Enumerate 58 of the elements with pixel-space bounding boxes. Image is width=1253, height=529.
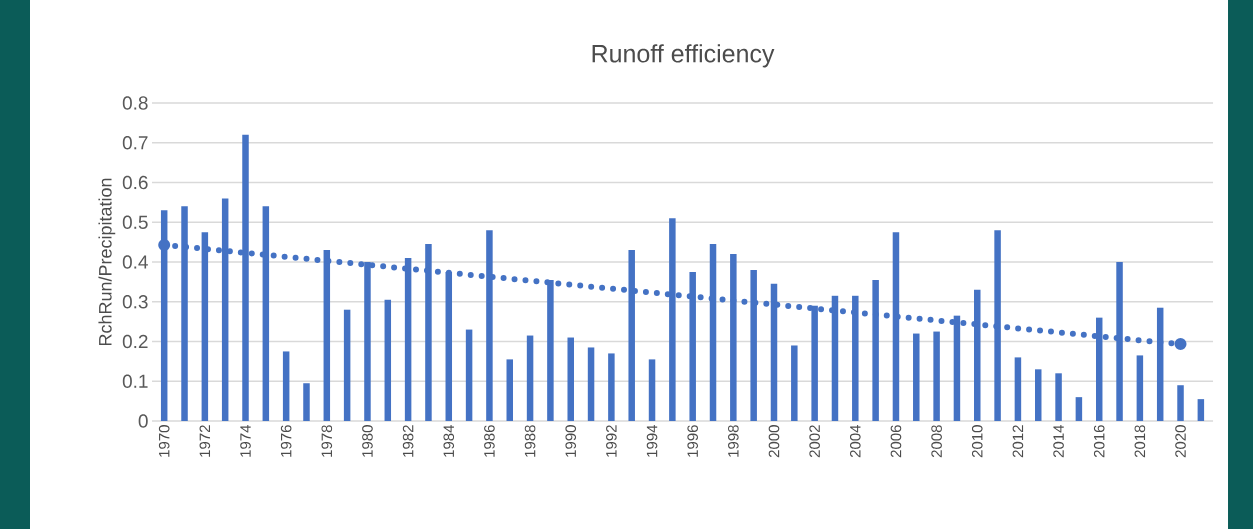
bar — [791, 345, 798, 421]
x-tick-label: 2016 — [1093, 425, 1105, 458]
bar — [303, 383, 310, 421]
chart-title: Runoff efficiency — [592, 44, 775, 68]
y-tick-label: 0.5 — [122, 215, 148, 229]
y-tick-label: 0.4 — [122, 255, 148, 269]
x-tick-label: 1976 — [280, 425, 292, 457]
bar — [506, 359, 513, 421]
bar — [587, 347, 595, 421]
bar — [608, 353, 615, 421]
y-tick-label: 0.2 — [122, 334, 148, 349]
bar — [465, 329, 473, 421]
bar — [384, 299, 392, 421]
y-tick-label: 0.8 — [122, 96, 148, 110]
x-tick-label: 1986 — [484, 425, 495, 457]
x-tick-label: 2008 — [931, 425, 942, 458]
bar — [933, 331, 940, 421]
x-tick-label: 1994 — [646, 424, 658, 457]
bar — [1034, 369, 1042, 421]
y-tick-label: 0.7 — [122, 136, 148, 150]
bar — [1197, 399, 1205, 421]
x-tick-label: 1980 — [362, 425, 373, 457]
x-tick-label: 2020 — [1175, 425, 1186, 458]
x-tick-label: 1972 — [199, 425, 211, 457]
bar — [1136, 355, 1144, 421]
x-tick-label: 1982 — [402, 425, 414, 457]
x-tick-label: 1978 — [321, 425, 333, 457]
bar — [913, 333, 920, 421]
x-tick-label: 2006 — [890, 425, 902, 458]
bar — [567, 337, 574, 421]
y-axis-title: RchRun/Precipitation — [98, 178, 116, 346]
x-tick-label: 2012 — [1012, 425, 1024, 458]
x-tick-label: 1992 — [606, 425, 617, 457]
x-tick-label: 1974 — [240, 424, 251, 457]
x-tick-label: 1996 — [687, 425, 698, 457]
bar — [1014, 357, 1022, 421]
bar — [1177, 385, 1184, 421]
x-tick-label: 2004 — [850, 424, 861, 458]
x-tick-label: 2010 — [971, 425, 983, 458]
x-tick-label: 2002 — [809, 425, 820, 458]
x-tick-label: 2014 — [1053, 424, 1064, 458]
y-tick-label: 0.3 — [122, 295, 148, 309]
bar — [526, 335, 534, 421]
bar — [648, 359, 656, 421]
bar — [282, 351, 290, 421]
bar — [1055, 373, 1062, 421]
x-tick-label: 1984 — [443, 424, 455, 457]
x-tick-label: 1990 — [565, 425, 577, 457]
x-tick-label: 1988 — [524, 425, 536, 457]
y-tick-label: 0.6 — [122, 175, 148, 190]
bar — [1075, 397, 1083, 421]
y-tick-label: 0.1 — [122, 374, 148, 388]
x-tick-label: 1998 — [728, 425, 739, 457]
bar — [343, 309, 351, 421]
x-tick-label: 2000 — [768, 425, 780, 458]
x-tick-label: 1970 — [158, 425, 170, 457]
x-tick-label: 2018 — [1134, 425, 1146, 458]
y-tick-label: 0 — [138, 414, 148, 428]
